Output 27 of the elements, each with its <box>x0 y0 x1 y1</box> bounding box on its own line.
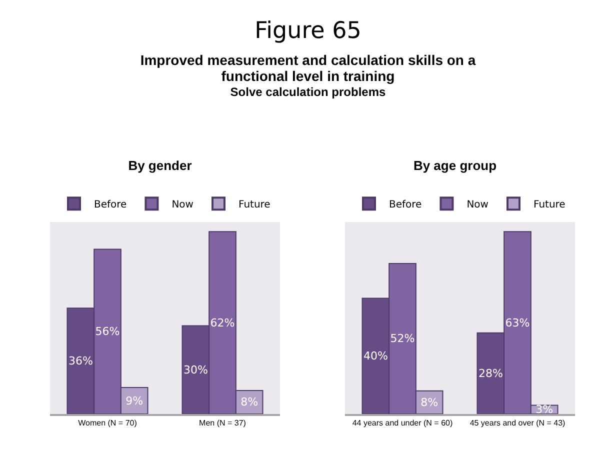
data-label: 9% <box>126 394 144 408</box>
data-label: 62% <box>210 316 235 330</box>
legend-label: Before <box>94 200 127 211</box>
data-label: 28% <box>478 366 503 380</box>
caption: Figure 65 <box>254 18 362 44</box>
chart-title: By age group <box>413 158 497 174</box>
data-label: 8% <box>240 396 258 409</box>
legend-label: Now <box>172 200 194 211</box>
data-label: 56% <box>95 325 120 338</box>
x-tick-label: Women (N = 70) <box>78 418 138 428</box>
data-label: 8% <box>420 396 438 409</box>
x-tick-label: 45 years and over (N = 43) <box>470 418 566 428</box>
data-label: 30% <box>183 363 208 376</box>
data-label: 63% <box>505 316 530 330</box>
x-tick-label: 44 years and under (N = 60) <box>352 418 453 428</box>
legend-label: Now <box>466 200 488 211</box>
text: Improved measurement and calculation skills on a functional level in training <box>139 52 477 84</box>
data-label: 3% <box>536 403 554 416</box>
data-label: 40% <box>363 350 388 363</box>
data-label: 36% <box>68 354 93 368</box>
chart-title: By gender <box>128 158 192 174</box>
legend-label: Before <box>389 200 422 211</box>
data-label: 52% <box>390 332 415 346</box>
x-tick-label: Men (N = 37) <box>199 418 246 428</box>
legend-label: Future <box>238 200 270 211</box>
text: Solve calculation problems <box>229 85 387 99</box>
legend-label: Future <box>533 200 566 211</box>
